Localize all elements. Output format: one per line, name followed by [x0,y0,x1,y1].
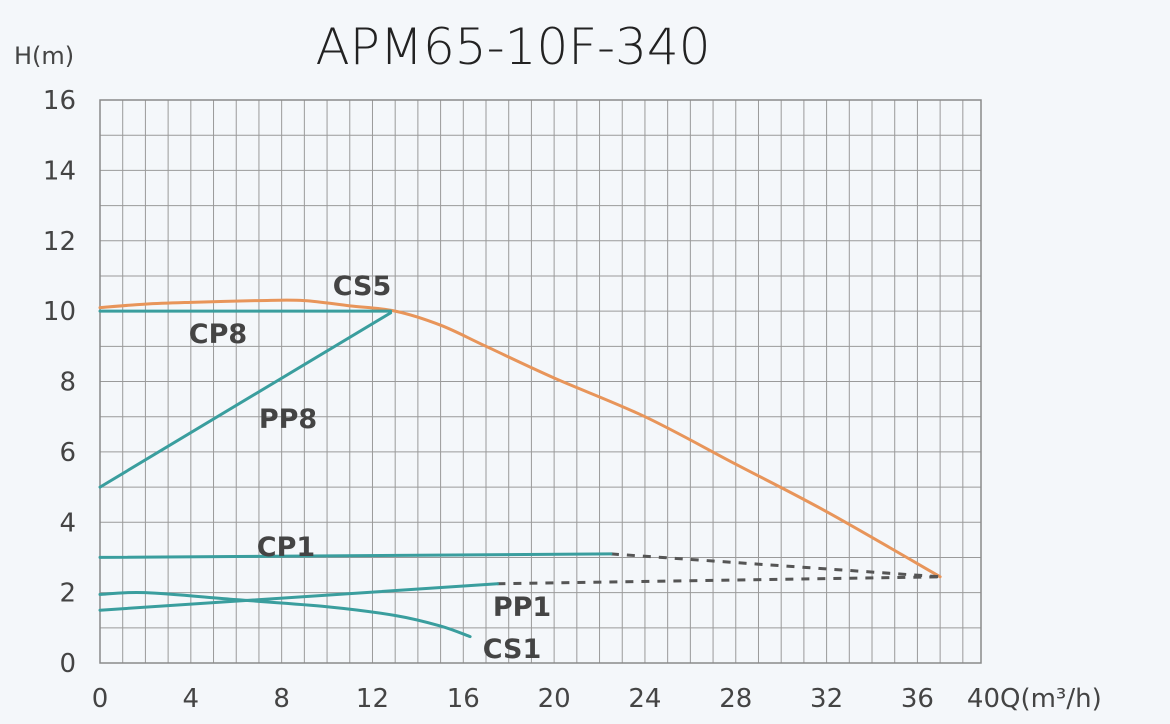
chart-title: APM65-10F-340 [315,18,710,76]
series-labels: CS5 CP8 PP8 CP1 PP1 CS1 [189,271,551,665]
series-label-cp1: CP1 [257,532,315,563]
series-pp1-line [98,582,499,612]
x-axis-label: Q(m³/h) [1000,684,1102,714]
y-tick-label: 4 [59,508,76,538]
series-label-cp8: CP8 [189,319,247,350]
y-tick-label: 10 [43,297,76,327]
series-label-cs1: CS1 [483,634,542,665]
series-label-cs5: CS5 [333,271,392,302]
x-tick-label: 20 [538,684,571,714]
x-tick-label: 40 [967,684,1000,714]
series-group [98,298,942,639]
x-tick-label: 12 [356,684,389,714]
series-pp8-line [98,311,393,489]
y-tick-label: 2 [59,579,76,609]
x-tick-label: 0 [92,684,109,714]
y-tick-label: 16 [43,86,76,116]
series-label-pp8: PP8 [259,404,317,435]
y-tick-label: 0 [59,649,76,679]
y-tick-label: 8 [59,368,76,398]
x-tick-label: 24 [628,684,661,714]
y-tick-label: 12 [43,227,76,257]
plot-frame [99,99,982,664]
grid [100,100,981,663]
series-cs1-line [98,590,472,639]
y-axis-label: H(m) [14,42,74,70]
x-tick-label: 36 [901,684,934,714]
x-tick-label: 28 [719,684,752,714]
x-tick-label: 8 [273,684,290,714]
x-tick-label: 4 [183,684,200,714]
series-label-pp1: PP1 [493,592,551,623]
x-tick-label: 16 [447,684,480,714]
y-tick-label: 6 [59,438,76,468]
series-pp1-extension [497,575,941,586]
y-tick-label: 14 [43,156,76,186]
series-cs5-line [98,298,942,579]
series-cp1-extension [610,552,941,579]
series-cp1-line [98,552,613,559]
x-tick-label: 32 [810,684,843,714]
